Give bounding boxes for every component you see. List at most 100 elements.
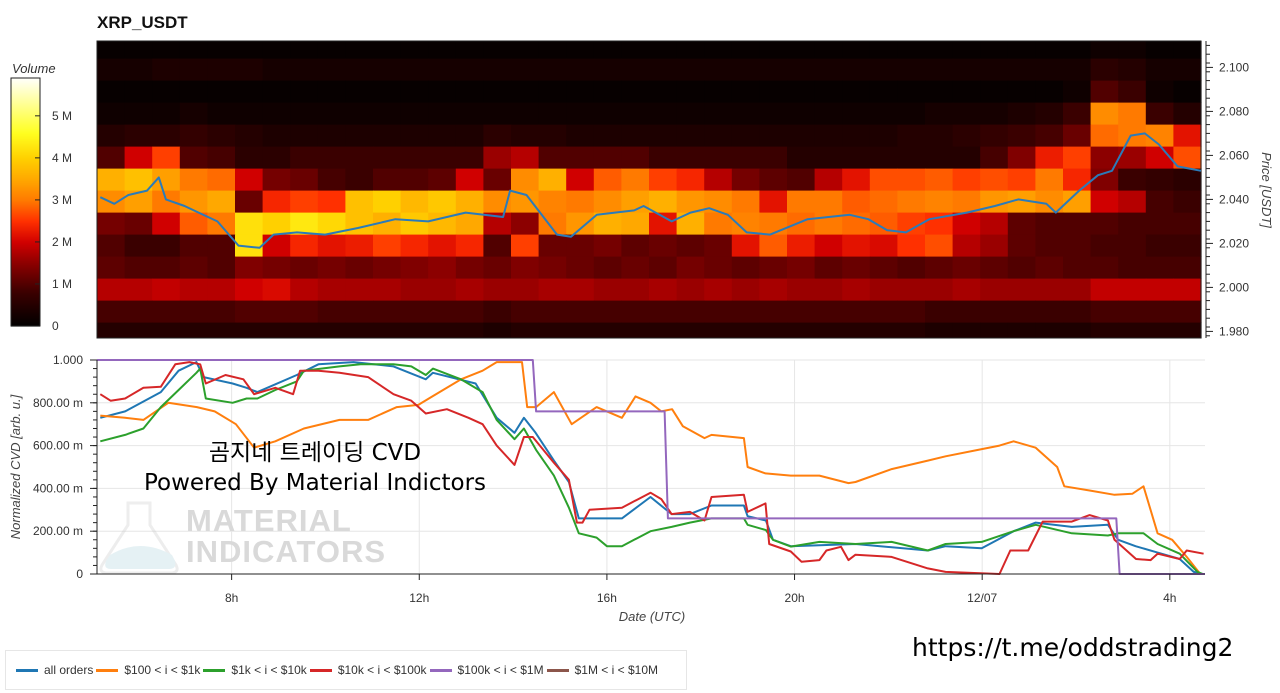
heatmap-cell — [731, 41, 760, 59]
colorbar-segment — [11, 266, 40, 269]
heatmap-cell — [897, 278, 926, 301]
heatmap-cell — [814, 234, 843, 257]
heatmap-cell — [593, 124, 622, 147]
legend-label: $1k < i < $10k — [231, 663, 307, 677]
heatmap-cell — [511, 168, 540, 191]
heatmap-cell — [1063, 234, 1092, 257]
heatmap-cell — [676, 168, 705, 191]
heatmap-cell — [235, 212, 264, 235]
heatmap-cell — [455, 212, 484, 235]
heatmap-cell — [428, 146, 457, 169]
legend-item[interactable]: $100 < i < $1k — [96, 663, 200, 677]
heatmap-cell — [290, 168, 319, 191]
heatmap-cell — [925, 256, 954, 279]
heatmap-cell — [676, 190, 705, 213]
heatmap-cell — [787, 256, 816, 279]
heatmap-cell — [869, 256, 898, 279]
heatmap-cell — [538, 212, 567, 235]
legend-item[interactable]: $100k < i < $1M — [429, 663, 544, 677]
heatmap-cell — [704, 300, 733, 323]
heatmap-cell — [1063, 278, 1092, 301]
heatmap-cell — [373, 146, 402, 169]
heatmap-cell — [649, 58, 678, 81]
colorbar-segment — [11, 186, 40, 189]
colorbar-segment — [11, 260, 40, 263]
heatmap-cell — [869, 41, 898, 59]
heatmap-cell — [676, 146, 705, 169]
heatmap-cell — [814, 124, 843, 147]
heatmap-cell — [621, 256, 650, 279]
heatmap-cell — [262, 58, 291, 81]
heatmap-cell — [400, 190, 429, 213]
colorbar-segment — [11, 250, 40, 253]
heatmap-cell — [235, 58, 264, 81]
heatmap-cell — [290, 41, 319, 59]
heatmap-cell — [1145, 234, 1174, 257]
telegram-link[interactable]: https://t.me/oddstrading2 — [912, 633, 1234, 662]
heatmap-cell — [345, 146, 374, 169]
colorbar-segment — [11, 206, 40, 209]
legend-swatch — [203, 668, 226, 672]
heatmap-cell — [179, 322, 208, 339]
heatmap-cell — [373, 212, 402, 235]
heatmap-cell — [759, 234, 788, 257]
heatmap-cell — [842, 41, 871, 59]
heatmap-cell — [455, 300, 484, 323]
heatmap-cell — [317, 102, 346, 125]
colorbar-segment — [11, 286, 40, 289]
heatmap-cell — [787, 124, 816, 147]
heatmap-cell — [1090, 278, 1119, 301]
heatmap-cell — [759, 322, 788, 339]
heatmap-cell — [455, 102, 484, 125]
heatmap-cell — [290, 190, 319, 213]
heatmap-cell — [538, 278, 567, 301]
heatmap-cell — [290, 124, 319, 147]
heatmap-cell — [731, 168, 760, 191]
heatmap-cell — [1118, 322, 1147, 339]
heatmap-cell — [124, 322, 153, 339]
legend-item[interactable]: $10k < i < $100k — [309, 663, 427, 677]
colorbar-segment — [11, 228, 40, 231]
cvd-series-line — [99, 361, 1204, 575]
heatmap-cell — [152, 234, 181, 257]
heatmap-cell — [124, 102, 153, 125]
heatmap-cell — [1035, 168, 1064, 191]
heatmap-cell — [980, 102, 1009, 125]
legend: all orders $100 < i < $1k $1k < i < $10k $1… — [5, 650, 687, 690]
heatmap-cell — [345, 102, 374, 125]
heatmap-cell — [731, 234, 760, 257]
heatmap-cell — [842, 300, 871, 323]
heatmap-cell — [428, 190, 457, 213]
colorbar: 0 1 M 2 M 3 M 4 M 5 M — [10, 77, 72, 333]
heatmap-cell — [1063, 80, 1092, 103]
colorbar-segment — [11, 170, 40, 173]
colorbar-segment — [11, 128, 40, 131]
heatmap-cell — [262, 278, 291, 301]
heatmap-cell — [262, 168, 291, 191]
heatmap-cell — [1035, 300, 1064, 323]
legend-item[interactable]: all orders — [16, 663, 93, 677]
heatmap-cell — [1118, 190, 1147, 213]
heatmap-cell — [400, 278, 429, 301]
heatmap-cell — [483, 80, 512, 103]
cvd-x-tick-label: 20h — [785, 591, 805, 605]
heatmap-cell — [179, 102, 208, 125]
heatmap-cell — [97, 322, 126, 339]
heatmap-cell — [759, 168, 788, 191]
heatmap-cell — [1118, 80, 1147, 103]
heatmap-cell — [345, 58, 374, 81]
heatmap-cell — [124, 300, 153, 323]
heatmap-cell — [704, 322, 733, 339]
heatmap-cell — [97, 80, 126, 103]
heatmap-cell — [538, 102, 567, 125]
heatmap-cell — [345, 41, 374, 59]
heatmap-cell — [428, 234, 457, 257]
heatmap-cell — [621, 234, 650, 257]
heatmap-cell — [566, 190, 595, 213]
legend-item[interactable]: $1k < i < $10k — [203, 663, 307, 677]
legend-item[interactable]: $1M < i < $10M — [546, 663, 658, 677]
heatmap-cell — [1118, 41, 1147, 59]
heatmap-cell — [566, 278, 595, 301]
heatmap-cell — [1118, 278, 1147, 301]
cvd-series-line — [97, 359, 1205, 575]
